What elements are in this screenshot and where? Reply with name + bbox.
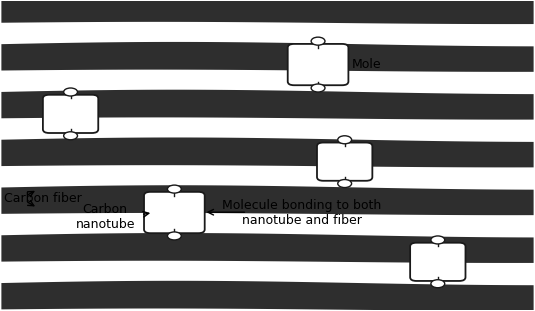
- Circle shape: [167, 185, 181, 193]
- Circle shape: [338, 136, 351, 144]
- Text: Carbon fiber: Carbon fiber: [4, 192, 82, 205]
- FancyBboxPatch shape: [317, 142, 372, 181]
- FancyBboxPatch shape: [288, 44, 348, 85]
- Polygon shape: [2, 42, 533, 72]
- Circle shape: [167, 232, 181, 240]
- Circle shape: [311, 84, 325, 92]
- Circle shape: [431, 280, 445, 288]
- Text: Carbon
nanotube: Carbon nanotube: [75, 203, 135, 231]
- Circle shape: [311, 37, 325, 45]
- Polygon shape: [2, 185, 533, 215]
- FancyBboxPatch shape: [144, 192, 205, 233]
- Polygon shape: [2, 90, 533, 120]
- FancyBboxPatch shape: [410, 243, 465, 281]
- Circle shape: [431, 236, 445, 244]
- Text: Mole: Mole: [351, 58, 381, 71]
- Polygon shape: [2, 0, 533, 24]
- Circle shape: [64, 132, 78, 140]
- Circle shape: [338, 179, 351, 188]
- Polygon shape: [2, 281, 533, 311]
- Polygon shape: [2, 233, 533, 263]
- Polygon shape: [2, 137, 533, 167]
- Circle shape: [64, 88, 78, 96]
- Text: Molecule bonding to both
nanotube and fiber: Molecule bonding to both nanotube and fi…: [223, 198, 381, 226]
- FancyBboxPatch shape: [43, 95, 98, 133]
